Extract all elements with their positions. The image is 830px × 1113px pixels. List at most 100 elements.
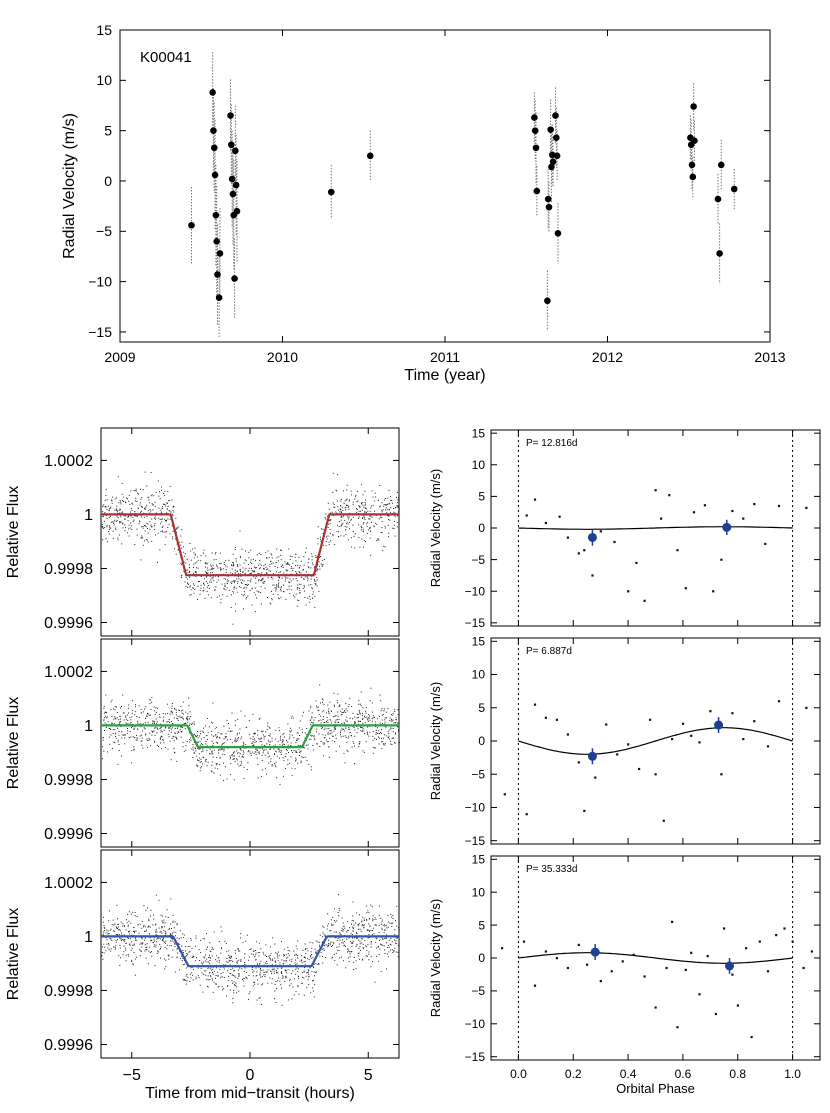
flux-point: [341, 516, 343, 518]
flux-point: [125, 954, 127, 956]
rv-point: [665, 966, 668, 970]
flux-point: [362, 916, 364, 918]
flux-point: [129, 503, 131, 505]
flux-point: [141, 946, 143, 948]
flux-point: [155, 534, 156, 536]
flux-point: [137, 507, 139, 509]
flux-point: [393, 950, 395, 952]
flux-point: [226, 957, 228, 959]
flux-point: [350, 932, 352, 934]
flux-point: [282, 775, 284, 777]
flux-point: [276, 988, 278, 990]
flux-point: [116, 515, 118, 517]
flux-point: [310, 955, 312, 957]
flux-point: [375, 937, 377, 939]
flux-point: [103, 943, 105, 945]
flux-point: [359, 958, 360, 960]
flux-point: [197, 567, 199, 569]
flux-point: [202, 748, 204, 750]
flux-point: [254, 739, 256, 741]
flux-point: [397, 714, 399, 716]
flux-point: [155, 491, 157, 493]
flux-point: [176, 727, 178, 729]
flux-point: [119, 509, 121, 511]
flux-point: [336, 512, 338, 514]
flux-point: [112, 521, 114, 523]
flux-point: [308, 763, 310, 765]
flux-point: [103, 707, 105, 709]
flux-point: [253, 744, 255, 746]
flux-point: [237, 581, 239, 582]
flux-point: [264, 563, 266, 565]
flux-point: [300, 760, 302, 762]
flux-point: [387, 731, 389, 733]
flux-point: [239, 728, 241, 730]
flux-point: [346, 526, 348, 528]
flux-point: [319, 944, 321, 946]
flux-point: [326, 928, 328, 930]
flux-point: [179, 969, 180, 971]
flux-point: [297, 599, 299, 601]
flux-point: [305, 576, 307, 578]
flux-point: [268, 955, 270, 957]
x-tick-label: 1.0: [784, 1067, 801, 1081]
flux-point: [241, 745, 243, 747]
flux-point: [120, 707, 122, 709]
flux-point: [278, 586, 280, 588]
flux-point: [309, 598, 311, 600]
flux-point: [318, 720, 320, 722]
flux-point: [243, 957, 245, 959]
flux-point: [294, 962, 296, 964]
flux-point: [274, 943, 276, 945]
flux-point: [155, 711, 157, 713]
flux-point: [244, 715, 246, 717]
flux-point: [220, 569, 221, 571]
flux-point: [375, 729, 377, 731]
flux-point: [329, 718, 331, 720]
flux-point: [278, 977, 280, 979]
flux-point: [234, 549, 236, 550]
flux-point: [258, 580, 259, 582]
flux-point: [348, 704, 350, 706]
flux-point: [141, 507, 143, 508]
flux-point: [380, 971, 382, 973]
flux-point: [179, 930, 181, 932]
flux-point: [323, 945, 325, 947]
flux-point: [172, 922, 174, 923]
flux-point: [176, 737, 177, 739]
flux-point: [338, 908, 340, 909]
flux-point: [371, 720, 373, 722]
flux-point: [132, 963, 134, 965]
flux-point: [328, 523, 330, 525]
flux-point: [260, 730, 262, 732]
flux-point: [291, 767, 293, 769]
flux-point: [240, 764, 242, 766]
flux-point: [102, 539, 104, 541]
flux-point: [148, 926, 150, 928]
flux-point: [345, 534, 347, 535]
flux-point: [211, 721, 213, 723]
flux-point: [235, 985, 237, 987]
flux-point: [103, 719, 105, 721]
flux-point: [396, 505, 398, 507]
flux-point: [287, 563, 289, 565]
flux-point: [255, 582, 257, 584]
flux-point: [297, 762, 299, 764]
flux-point: [374, 522, 376, 524]
flux-point: [318, 733, 320, 735]
flux-point: [369, 527, 371, 529]
flux-point: [250, 573, 252, 574]
flux-point: [378, 953, 380, 955]
flux-point: [271, 557, 273, 559]
flux-point: [195, 576, 197, 577]
flux-point: [376, 540, 378, 542]
flux-point: [110, 521, 112, 523]
flux-point: [205, 974, 207, 976]
rv-point: [731, 973, 734, 976]
flux-point: [197, 967, 199, 969]
flux-point: [337, 693, 339, 695]
flux-point: [196, 567, 197, 569]
flux-point: [371, 505, 372, 507]
flux-point: [264, 768, 266, 770]
flux-point: [353, 924, 355, 926]
